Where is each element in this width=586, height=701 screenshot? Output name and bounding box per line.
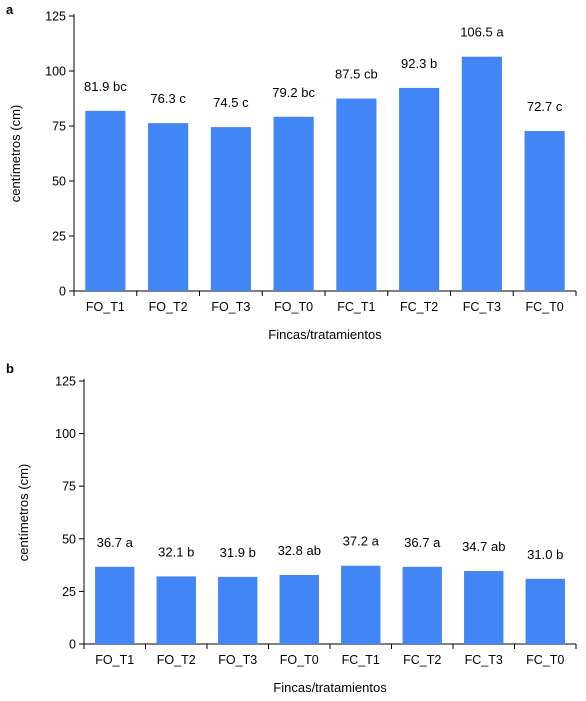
x-tick-label: FO_T0 <box>274 300 313 314</box>
bar-fc-t0 <box>524 131 565 291</box>
bar-fo-t0 <box>273 116 314 291</box>
x-tick-label: FC_T2 <box>400 300 438 314</box>
bar-fo-t1 <box>95 566 135 644</box>
data-label: 31.0 b <box>527 547 563 562</box>
bar-fo-t1 <box>85 110 126 291</box>
bar-fo-t2 <box>148 123 189 291</box>
x-tick-label: FC_T0 <box>526 653 564 667</box>
x-tick-label: FO_T3 <box>218 653 257 667</box>
x-tick-label: FC_T0 <box>526 300 564 314</box>
data-label: 81.9 bc <box>84 79 127 94</box>
data-label: 72.7 c <box>527 99 563 114</box>
data-label: 106.5 a <box>460 25 504 40</box>
y-tick-label: 0 <box>59 285 66 299</box>
bar-fc-t3 <box>461 56 502 292</box>
y-axis-title: centímetros (cm) <box>16 464 31 562</box>
data-label: 37.2 a <box>343 534 380 549</box>
x-axis-title: Fincas/tratamientos <box>268 327 382 342</box>
x-axis-title: Fincas/tratamientos <box>273 680 387 695</box>
bar-fo-t0 <box>279 574 319 644</box>
y-tick-label: 25 <box>52 230 66 244</box>
bar-fc-t2 <box>402 566 442 644</box>
data-label: 32.8 ab <box>278 543 321 558</box>
x-tick-label: FC_T2 <box>403 653 441 667</box>
data-label: 76.3 c <box>150 91 186 106</box>
panel-letter: b <box>6 361 14 376</box>
x-tick-label: FO_T1 <box>95 653 134 667</box>
x-tick-label: FC_T1 <box>342 653 380 667</box>
y-tick-label: 0 <box>69 638 76 652</box>
data-label: 34.7 ab <box>462 539 505 554</box>
y-tick-label: 50 <box>62 532 76 546</box>
data-label: 32.1 b <box>158 544 194 559</box>
bar-fc-t0 <box>525 578 565 644</box>
y-tick-label: 100 <box>45 65 66 79</box>
y-tick-label: 125 <box>45 10 66 24</box>
panel-letter: a <box>6 2 14 17</box>
bar-fc-t3 <box>464 570 504 644</box>
data-label: 92.3 b <box>401 56 437 71</box>
y-tick-label: 25 <box>62 585 76 599</box>
data-label: 74.5 c <box>213 95 249 110</box>
data-label: 79.2 bc <box>272 85 315 100</box>
data-label: 36.7 a <box>404 535 441 550</box>
bar-fc-t1 <box>336 98 377 291</box>
y-tick-label: 50 <box>52 175 66 189</box>
bar-fc-t2 <box>399 87 440 291</box>
bar-fo-t3 <box>210 127 251 291</box>
x-tick-label: FC_T3 <box>465 653 503 667</box>
bar-fc-t1 <box>341 565 381 644</box>
x-tick-label: FO_T2 <box>157 653 196 667</box>
y-tick-label: 125 <box>55 375 76 389</box>
y-tick-label: 75 <box>62 480 76 494</box>
x-tick-label: FO_T1 <box>86 300 125 314</box>
bar-fo-t3 <box>218 576 258 644</box>
data-label: 31.9 b <box>220 545 256 560</box>
y-tick-label: 100 <box>55 427 76 441</box>
y-tick-label: 75 <box>52 120 66 134</box>
x-tick-label: FC_T3 <box>463 300 501 314</box>
x-tick-label: FO_T0 <box>280 653 319 667</box>
chart-panel-b: b 0 25 50 75 100 125 FO_T1 36.7 a FO_T2 32.1 b FO_T… <box>6 361 577 695</box>
x-tick-label: FC_T1 <box>337 300 375 314</box>
x-tick-label: FO_T3 <box>211 300 250 314</box>
y-axis-title: centímetros (cm) <box>8 105 23 203</box>
data-label: 87.5 cb <box>335 67 378 82</box>
x-tick-label: FO_T2 <box>149 300 188 314</box>
data-label: 36.7 a <box>97 535 134 550</box>
bar-fo-t2 <box>156 576 196 644</box>
chart-panel-a: a 0 25 50 75 100 125 FO_T1 81.9 bc FO_T2 76.3 c FO_… <box>6 2 577 342</box>
